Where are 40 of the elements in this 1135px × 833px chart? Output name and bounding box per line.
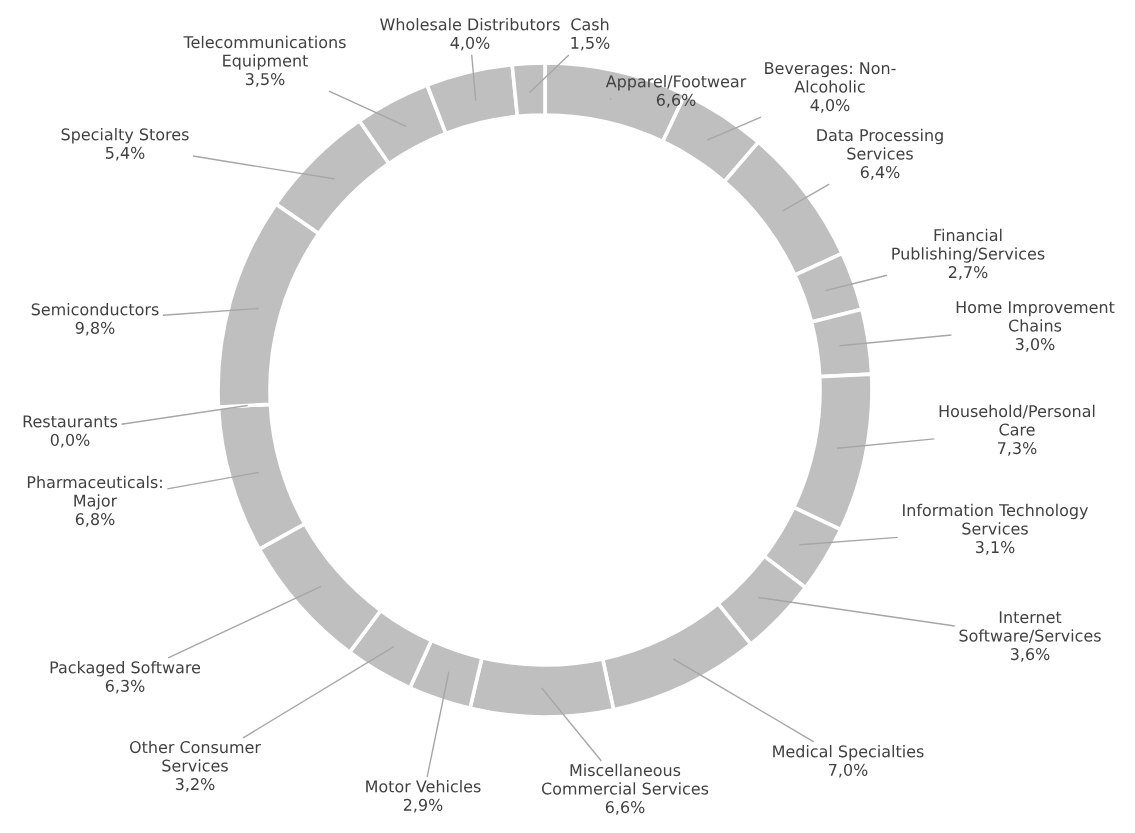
data-label: 3,0% <box>1015 338 1055 352</box>
data-label: 2,9% <box>403 798 443 813</box>
data-label: 7,0% <box>829 763 868 778</box>
slice-label: Pharmaceuticals: Major <box>27 475 162 510</box>
slice-label: Miscellaneous Commercial Services <box>541 763 709 795</box>
data-label: 3,1% <box>975 541 1015 555</box>
slice-label: Data Processing Services <box>817 128 943 160</box>
slice-label: Telecommunications Equipment <box>183 35 346 70</box>
slice-label: Financial Publishing/Services <box>892 228 1045 263</box>
slice-label: Packaged Software <box>50 661 201 677</box>
slice-label: Home Improvement Chains <box>956 301 1115 332</box>
data-label: 6,8% <box>75 513 115 527</box>
slice-label: Internet Software/Services <box>959 611 1101 643</box>
slice-label: Wholesale Distributors <box>380 18 560 31</box>
slice-label: Apparel/Footwear <box>605 75 747 91</box>
data-label: 6,6% <box>656 93 696 108</box>
category-label: Restaurants <box>23 415 118 428</box>
data-label: 6,3% <box>105 679 145 694</box>
slice-label: Household/Personal Care <box>939 404 1095 436</box>
data-label: 6,6% <box>605 801 645 815</box>
slice-label: Motor Vehicles <box>366 780 481 793</box>
data-label: 3,6% <box>1010 648 1050 662</box>
data-label: 3,2% <box>175 778 215 792</box>
data-label: 9,8% <box>75 321 115 336</box>
data-label: 3,5% <box>245 73 285 87</box>
data-label: 1,5% <box>571 36 610 51</box>
data-label: 6,4% <box>860 166 900 180</box>
data-label: 2,7% <box>948 266 988 280</box>
data-label: 7,3% <box>998 442 1037 456</box>
slice-label: Beverages: Non- Alcoholic <box>765 62 896 93</box>
data-label: 4,0% <box>450 36 490 51</box>
data-label: 5,4% <box>105 146 145 161</box>
slice-label: Other Consumer Services <box>129 740 261 772</box>
slice-label: Semiconductors <box>31 303 159 316</box>
text: 0,0% <box>50 433 90 448</box>
slice-label: Specialty Stores <box>61 128 189 144</box>
slice-label: Information Technology Services <box>903 503 1089 535</box>
data-label: 4,0% <box>810 99 850 113</box>
slice-label: Cash <box>571 18 609 31</box>
slice-label: Medical Specialties <box>773 745 924 761</box>
